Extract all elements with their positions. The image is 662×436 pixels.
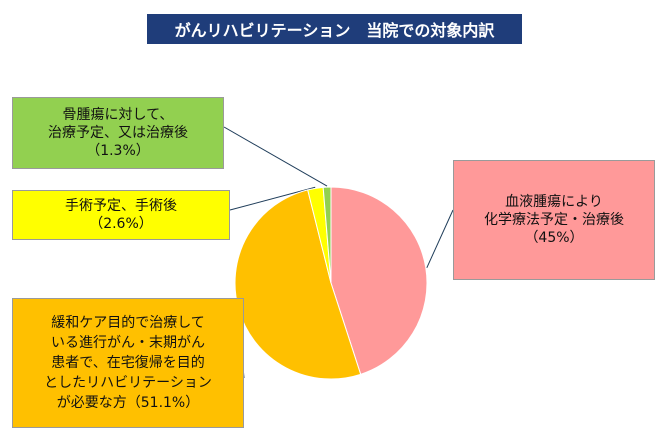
- pie-slices: [234, 186, 428, 380]
- chart-title: がんリハビリテーション 当院での対象内訳: [147, 14, 522, 44]
- label-palliative-line3: 患者で、在宅復帰を目的: [51, 355, 205, 371]
- leader-line-surgery: [229, 186, 316, 211]
- label-palliative: 緩和ケア目的で治療して いる進行がん・末期がん 患者で、在宅復帰を目的 としたリ…: [12, 298, 244, 428]
- leader-line-bone-tumor: [223, 126, 328, 187]
- label-surgery: 手術予定、手術後 （2.6%）: [12, 190, 230, 240]
- label-palliative-line4: としたリハビリテーション: [44, 375, 212, 391]
- label-surgery-line1: 手術予定、手術後: [65, 198, 177, 214]
- label-bone-tumor: 骨腫瘍に対して、 治療予定、又は治療後 （1.3%）: [12, 97, 224, 169]
- label-blood-line2: 化学療法予定・治療後: [484, 212, 624, 228]
- pie-slice-blood-tumor: [330, 186, 428, 375]
- label-bone-line2: 治療予定、又は治療後: [48, 125, 188, 141]
- label-blood-pct: （45%）: [524, 230, 584, 246]
- label-surgery-pct: （2.6%）: [89, 216, 153, 232]
- label-palliative-line1: 緩和ケア目的で治療して: [51, 315, 205, 331]
- label-bone-pct: （1.3%）: [86, 143, 150, 159]
- pie-slice-bone-tumor: [322, 186, 332, 284]
- label-palliative-line5: が必要な方（51.1%）: [56, 395, 200, 411]
- label-blood-line1: 血液腫瘍により: [505, 194, 603, 210]
- label-palliative-line2: いる進行がん・末期がん: [51, 335, 205, 351]
- label-bone-line1: 骨腫瘍に対して、: [62, 107, 174, 123]
- leader-line-blood-tumor: [426, 209, 454, 269]
- label-blood-tumor: 血液腫瘍により 化学療法予定・治療後 （45%）: [453, 160, 655, 280]
